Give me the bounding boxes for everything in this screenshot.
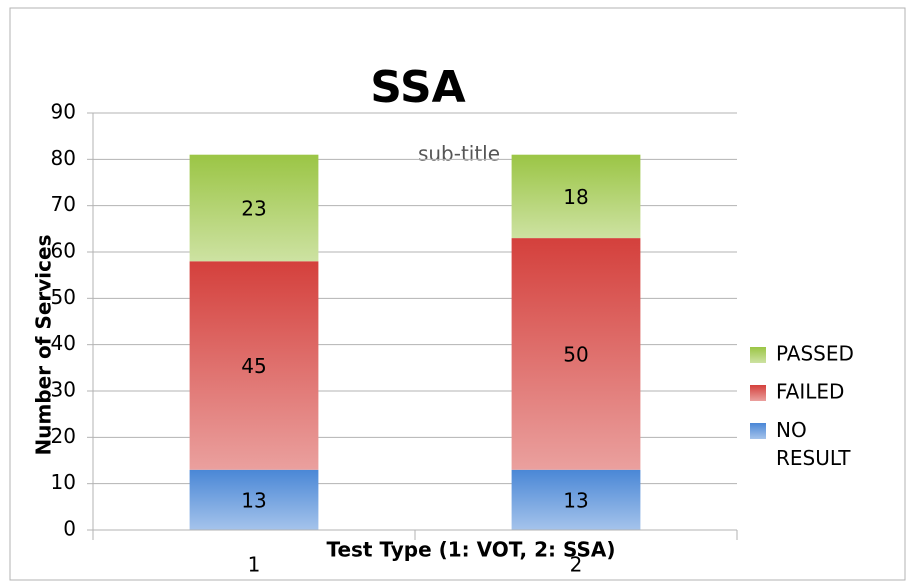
x-tick-label: 2 bbox=[570, 553, 583, 577]
data-label: 50 bbox=[563, 342, 588, 366]
x-tick-label: 1 bbox=[248, 553, 261, 577]
legend-label: NO RESULT bbox=[776, 418, 851, 470]
y-tick-label: 40 bbox=[51, 331, 76, 355]
legend-swatch bbox=[750, 385, 766, 401]
y-tick-label: 0 bbox=[63, 517, 76, 541]
y-axis-label: Number of Services bbox=[32, 235, 56, 456]
bar-segment bbox=[511, 154, 641, 239]
legend-swatch bbox=[750, 347, 766, 363]
bar-segment bbox=[511, 469, 641, 530]
y-tick-label: 20 bbox=[51, 424, 76, 448]
y-tick-label: 10 bbox=[51, 470, 76, 494]
y-tick-label: 50 bbox=[51, 285, 76, 309]
x-axis-label: Test Type (1: VOT, 2: SSA) bbox=[326, 538, 615, 562]
chart-title: SSA bbox=[370, 62, 465, 113]
data-label: 13 bbox=[241, 488, 266, 512]
data-label: 13 bbox=[563, 488, 588, 512]
bar-segment bbox=[189, 261, 319, 470]
y-tick-label: 60 bbox=[51, 239, 76, 263]
y-tick-label: 30 bbox=[51, 378, 76, 402]
legend-label: FAILED bbox=[776, 380, 844, 404]
y-tick-label: 90 bbox=[51, 100, 76, 124]
bar-segment bbox=[189, 154, 319, 262]
bar-segment bbox=[189, 469, 319, 530]
legend-swatch bbox=[750, 423, 766, 439]
chart-frame bbox=[9, 7, 906, 581]
y-tick-label: 70 bbox=[51, 192, 76, 216]
legend-label: PASSED bbox=[776, 342, 854, 366]
y-tick-label: 80 bbox=[51, 146, 76, 170]
data-label: 23 bbox=[241, 196, 266, 220]
bar-segment bbox=[511, 238, 641, 470]
chart-subtitle: sub-title bbox=[418, 142, 500, 166]
data-label: 18 bbox=[563, 185, 588, 209]
data-label: 45 bbox=[241, 354, 266, 378]
